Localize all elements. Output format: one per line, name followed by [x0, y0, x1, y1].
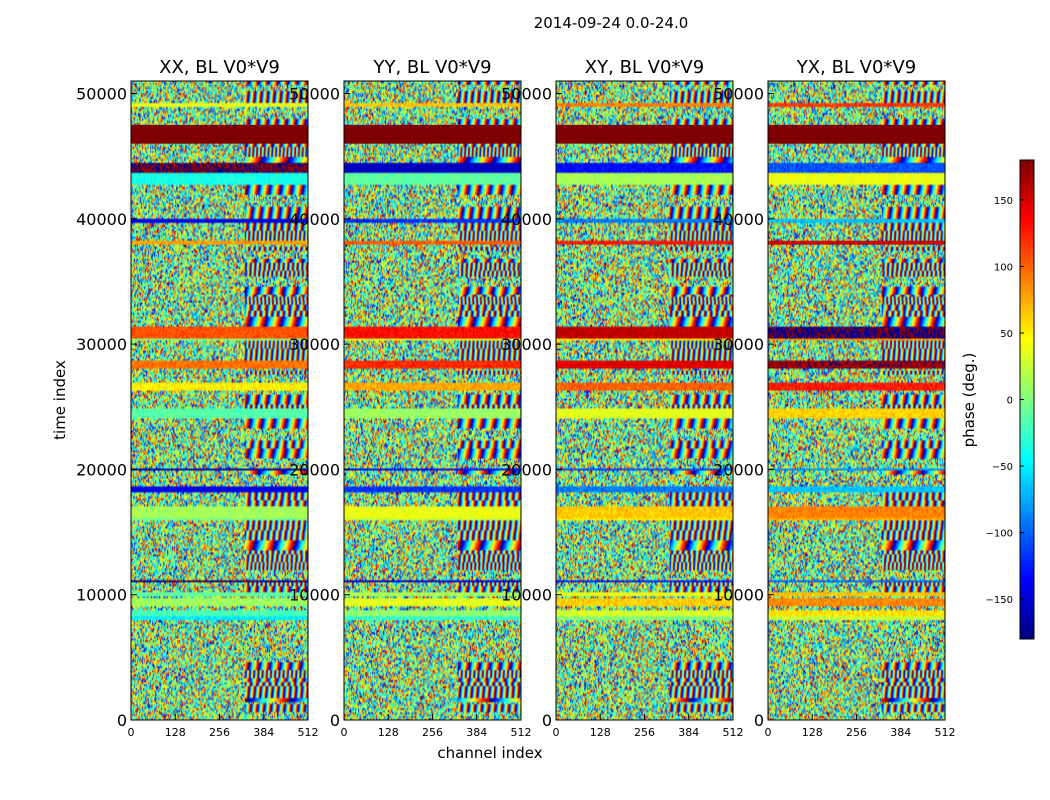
colorbar-tick-label-4: −50 [992, 462, 1013, 473]
ytick-label-xy-2: 20000 [501, 460, 552, 479]
xtick-label-yx-2: 256 [846, 726, 867, 739]
ytick-label-xx-0: 0 [117, 711, 127, 730]
ytick-label-yy-1: 10000 [289, 586, 340, 605]
colorbar-label: phase (deg.) [960, 353, 978, 448]
colorbar-tick-label-5: −100 [986, 529, 1013, 540]
xtick-label-xy-0: 0 [553, 726, 560, 739]
xtick-label-xx-1: 128 [165, 726, 186, 739]
y-axis-label: time index [51, 360, 69, 440]
ytick-label-xx-4: 40000 [76, 210, 127, 229]
xtick-label-xx-3: 384 [253, 726, 274, 739]
ytick-label-yy-3: 30000 [289, 335, 340, 354]
colorbar-tick-label-0: 150 [994, 196, 1013, 207]
phase-heatmap-yy [344, 81, 521, 720]
ytick-label-yx-0: 0 [754, 711, 764, 730]
xtick-label-yy-3: 384 [466, 726, 487, 739]
xtick-label-yy-1: 128 [378, 726, 399, 739]
ytick-label-yy-0: 0 [330, 711, 340, 730]
panel-yy: YY, BL V0*V9 0 10000 20000 30000 40000 50000 0 1… [289, 57, 531, 739]
saturated-band-xy [556, 124, 733, 144]
ytick-label-xy-4: 40000 [501, 210, 552, 229]
ytick-label-yy-4: 40000 [289, 210, 340, 229]
colorbar-tick-label-1: 100 [994, 262, 1013, 273]
ytick-label-xy-1: 10000 [501, 586, 552, 605]
colorbar-tick-label-2: 50 [1000, 329, 1013, 340]
ytick-label-yx-5: 50000 [713, 85, 764, 104]
ytick-label-xx-1: 10000 [76, 586, 127, 605]
phase-heatmap-xy [556, 81, 733, 720]
ytick-label-yx-4: 40000 [713, 210, 764, 229]
ytick-label-xy-3: 30000 [501, 335, 552, 354]
saturated-band-yx [768, 124, 945, 144]
xtick-label-xx-2: 256 [209, 726, 230, 739]
panel-xy: XY, BL V0*V9 0 10000 20000 30000 40000 50000 0 1… [501, 57, 743, 739]
xtick-label-xx-4: 512 [298, 726, 319, 739]
xtick-label-yx-3: 384 [890, 726, 911, 739]
xtick-label-xx-0: 0 [128, 726, 135, 739]
colorbar-tick-label-6: −150 [986, 595, 1013, 606]
panel-title-yy: YY, BL V0*V9 [372, 57, 491, 78]
ytick-label-yx-2: 20000 [713, 460, 764, 479]
ytick-label-xy-5: 50000 [501, 85, 552, 104]
xtick-label-yx-4: 512 [935, 726, 956, 739]
xtick-label-yx-1: 128 [802, 726, 823, 739]
saturated-band-yy [344, 124, 521, 144]
xtick-label-yy-0: 0 [341, 726, 348, 739]
ytick-label-yy-2: 20000 [289, 460, 340, 479]
phase-heatmap-yx [768, 81, 945, 720]
ytick-label-yx-1: 10000 [713, 586, 764, 605]
ytick-label-xx-2: 20000 [76, 460, 127, 479]
x-axis-label: channel index [437, 744, 542, 762]
xtick-label-xy-2: 256 [634, 726, 655, 739]
xtick-label-yx-0: 0 [765, 726, 772, 739]
ytick-label-yy-5: 50000 [289, 85, 340, 104]
colorbar-tick-label-3: 0 [1007, 396, 1013, 407]
panel-title-xx: XX, BL V0*V9 [159, 57, 280, 78]
colorbar: 150 100 50 0 −50 −100 −150 [986, 159, 1035, 640]
ytick-label-xx-3: 30000 [76, 335, 127, 354]
xtick-label-yy-4: 512 [511, 726, 532, 739]
ytick-label-xx-5: 50000 [76, 85, 127, 104]
xtick-label-xy-3: 384 [678, 726, 699, 739]
panel-title-xy: XY, BL V0*V9 [585, 57, 704, 78]
suptitle: 2014-09-24 0.0-24.0 [534, 14, 689, 32]
phase-heatmap-xx [131, 81, 308, 720]
xtick-label-yy-2: 256 [422, 726, 443, 739]
saturated-band-xx [131, 124, 308, 144]
panel-yx: YX, BL V0*V9 0 10000 20000 30000 40000 50000 0 1… [713, 57, 955, 739]
ytick-label-yx-3: 30000 [713, 335, 764, 354]
xtick-label-xy-1: 128 [590, 726, 611, 739]
xtick-label-xy-4: 512 [723, 726, 744, 739]
panels: XX, BL V0*V9 0 10000 20000 30000 40000 50000 0 1… [76, 57, 955, 739]
panel-title-yx: YX, BL V0*V9 [796, 57, 916, 78]
ytick-label-xy-0: 0 [542, 711, 552, 730]
panel-xx: XX, BL V0*V9 0 10000 20000 30000 40000 50000 0 1… [76, 57, 318, 739]
